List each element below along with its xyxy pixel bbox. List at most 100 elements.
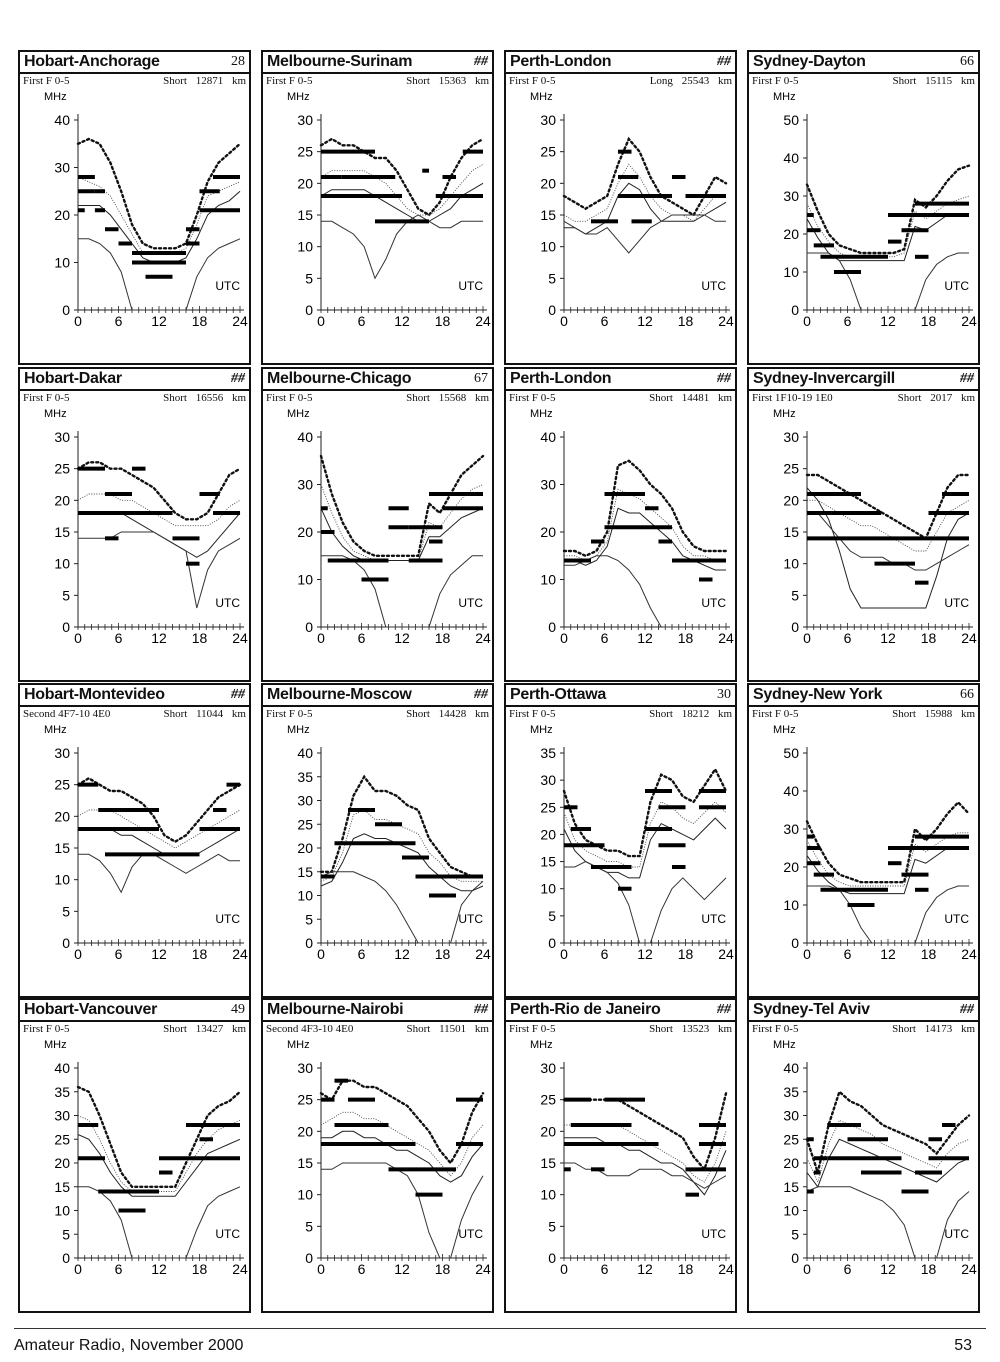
path-distance: Short 2017 km <box>898 392 975 404</box>
propagation-chart: Melbourne-Moscow ## First F 0-5 Short 14428… <box>261 683 494 998</box>
y-tick-label: 10 <box>540 572 556 588</box>
x-tick-label: 6 <box>601 313 609 329</box>
series-line-dashed <box>806 847 969 895</box>
y-tick-label: 35 <box>540 745 556 761</box>
distance-label: 15115 km <box>916 75 975 87</box>
y-tick-label: 30 <box>297 1060 313 1076</box>
chart-header: Perth-London ## <box>506 369 735 391</box>
y-tick-label: 15 <box>297 207 313 223</box>
chart-plot: MHz 0 10 20 30 40 50 0 6 12 18 24 UTC <box>773 91 977 329</box>
y-tick-label: 10 <box>297 572 313 588</box>
x-tick-label: 18 <box>678 1261 694 1277</box>
y-tick-label: 30 <box>54 429 70 445</box>
x-unit-label: UTC <box>944 596 969 610</box>
series-line-dotted <box>319 454 485 558</box>
y-tick-label: 10 <box>54 255 70 271</box>
propagation-chart: Sydney-Dayton 66 First F 0-5 Short 15115 km… <box>747 50 980 365</box>
chart-subtitle: Second 4F7-10 4E0 Short 11044 km <box>20 707 249 721</box>
x-tick-label: 24 <box>475 313 491 329</box>
x-tick-label: 24 <box>475 1261 491 1277</box>
chart-title: Sydney-New York <box>753 686 883 703</box>
path-label: Short <box>406 1023 431 1035</box>
distance-label: 13427 km <box>186 1023 246 1035</box>
y-tick-label: 10 <box>783 264 799 280</box>
y-tick-label: 0 <box>791 1250 799 1266</box>
y-tick-label: 15 <box>54 840 70 856</box>
x-tick-label: 6 <box>358 1261 366 1277</box>
x-tick-label: 0 <box>803 946 811 962</box>
series-line-curve <box>78 1186 241 1259</box>
propagation-chart: Hobart-Montevideo ## Second 4F7-10 4E0 Shor… <box>18 683 251 998</box>
distance-label: 15568 km <box>429 392 489 404</box>
y-tick-label: 30 <box>540 1060 556 1076</box>
chart-subtitle: First F 0-5 Short 18212 km <box>506 707 735 721</box>
y-tick-label: 5 <box>548 1218 556 1234</box>
series-line-thin <box>563 801 727 868</box>
x-tick-label: 0 <box>560 313 568 329</box>
y-tick-label: 20 <box>297 1123 313 1139</box>
chart-subtitle: First F 0-5 Long 25543 km <box>506 74 735 88</box>
y-tick-label: 40 <box>54 112 70 128</box>
y-tick-label: 20 <box>297 840 313 856</box>
x-tick-label: 6 <box>358 313 366 329</box>
chart-title: Perth-Rio de Janeiro <box>510 1001 661 1018</box>
y-tick-label: 5 <box>305 270 313 286</box>
y-tick-label: 40 <box>54 1060 70 1076</box>
series-line-curve <box>321 1162 484 1259</box>
mode-label: First F 0-5 <box>509 75 556 87</box>
chart-subtitle: First F 0-5 Short 15988 km <box>749 707 978 721</box>
x-tick-label: 0 <box>803 313 811 329</box>
y-tick-label: 35 <box>297 769 313 785</box>
y-tick-label: 20 <box>783 492 799 508</box>
distance-label: 13523 km <box>672 1023 732 1035</box>
y-tick-label: 10 <box>783 897 799 913</box>
y-tick-label: 15 <box>54 524 70 540</box>
series-line-dotted <box>562 766 728 858</box>
series-line-dashed <box>564 182 727 235</box>
series-line-dotted <box>319 137 485 217</box>
y-tick-label: 30 <box>540 772 556 788</box>
x-tick-label: 12 <box>394 946 410 962</box>
x-tick-label: 6 <box>358 630 366 646</box>
y-tick-label: 20 <box>54 1155 70 1171</box>
path-distance: Short 14481 km <box>649 392 732 404</box>
y-tick-label: 50 <box>783 745 799 761</box>
x-tick-label: 24 <box>961 1261 977 1277</box>
chart-title: Sydney-Tel Aviv <box>753 1001 870 1018</box>
mode-label: First F 0-5 <box>509 392 556 404</box>
x-tick-label: 12 <box>394 313 410 329</box>
chart-header: Hobart-Vancouver 49 <box>20 1000 249 1022</box>
distance-label: 14173 km <box>915 1023 975 1035</box>
y-tick-label: 30 <box>783 188 799 204</box>
x-tick-label: 0 <box>560 630 568 646</box>
y-tick-label: 40 <box>297 745 313 761</box>
x-tick-label: 0 <box>560 946 568 962</box>
path-distance: Short 11044 km <box>164 708 247 720</box>
y-unit-label: MHz <box>773 91 796 103</box>
x-tick-label: 24 <box>718 1261 734 1277</box>
path-distance: Long 25543 km <box>650 75 732 87</box>
chart-title: Sydney-Invercargill <box>753 370 895 387</box>
y-tick-label: 5 <box>305 1218 313 1234</box>
chart-subtitle: First F 0-5 Short 15568 km <box>263 391 492 405</box>
y-tick-label: 35 <box>54 1084 70 1100</box>
chart-tag: 67 <box>474 371 488 386</box>
y-tick-label: 0 <box>305 302 313 318</box>
x-tick-label: 24 <box>232 630 248 646</box>
y-unit-label: MHz <box>287 724 310 736</box>
y-tick-label: 25 <box>54 461 70 477</box>
y-tick-label: 30 <box>54 1108 70 1124</box>
chart-plot: MHz 0 5 10 15 20 25 30 35 40 0 6 12 18 24 UTC <box>44 1039 248 1277</box>
chart-subtitle: First F 0-5 Short 14481 km <box>506 391 735 405</box>
x-tick-label: 0 <box>74 1261 82 1277</box>
x-tick-label: 12 <box>880 630 896 646</box>
path-distance: Short 15568 km <box>406 392 489 404</box>
series-line-dotted <box>76 461 242 521</box>
chart-subtitle: First F 0-5 Short 14428 km <box>263 707 492 721</box>
x-tick-label: 24 <box>961 313 977 329</box>
chart-tag: 49 <box>231 1002 245 1017</box>
y-tick-label: 10 <box>297 888 313 904</box>
series-line-thin <box>564 1124 727 1183</box>
y-tick-label: 0 <box>548 935 556 951</box>
y-unit-label: MHz <box>44 724 67 736</box>
